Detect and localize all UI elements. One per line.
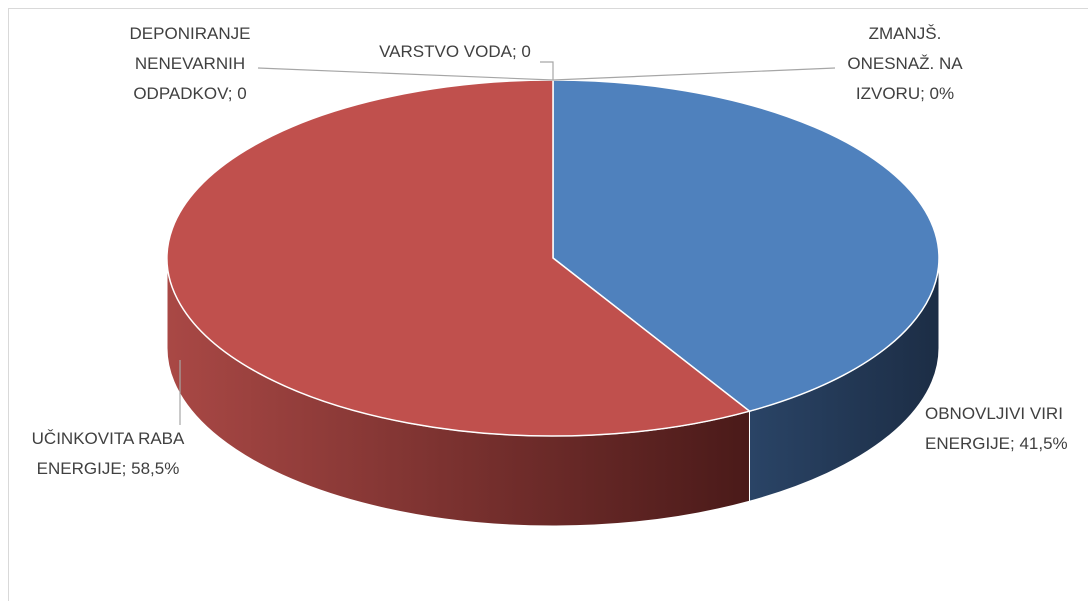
data-label-line: ENERGIJE; 58,5%: [37, 459, 180, 478]
slice: [166, 79, 752, 437]
leader-line: [540, 61, 554, 80]
data-label: VARSTVO VODA; 0: [379, 42, 531, 61]
leader-line: [257, 67, 554, 81]
data-label-line: OBNOVLJIVI VIRI: [925, 404, 1063, 423]
leader-line: [552, 67, 836, 81]
slice: [552, 79, 940, 413]
data-label: DEPONIRANJE NENEVARNIH ODPADKOV; 0: [130, 24, 251, 103]
data-label-line: ZMANJŠ.: [869, 24, 942, 43]
data-label: OBNOVLJIVI VIRI ENERGIJE; 41,5%: [925, 404, 1068, 453]
data-label-line: NENEVARNIH: [135, 54, 245, 73]
data-label-line: IZVORU; 0%: [856, 84, 954, 103]
data-label-line: UČINKOVITA RABA: [32, 429, 185, 448]
data-label: UČINKOVITA RABA ENERGIJE; 58,5%: [32, 429, 185, 478]
data-label: ZMANJŠ. ONESNAŽ. NA IZVORU; 0%: [847, 24, 963, 103]
data-label-line: ODPADKOV; 0: [133, 84, 246, 103]
chart-border: [8, 8, 1088, 601]
data-label-line: VARSTVO VODA; 0: [379, 42, 531, 61]
data-label-line: ONESNAŽ. NA: [847, 54, 963, 73]
data-label-line: ENERGIJE; 41,5%: [925, 434, 1068, 453]
data-label-line: DEPONIRANJE: [130, 24, 251, 43]
